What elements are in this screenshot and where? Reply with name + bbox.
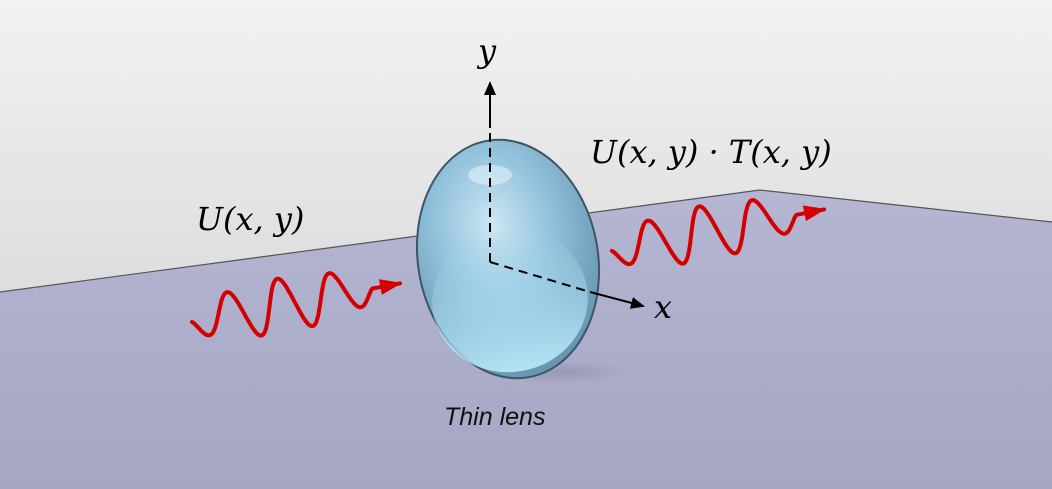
- y-axis-label: y: [476, 32, 497, 70]
- input-wave-arrow: [190, 271, 402, 338]
- output-wave-arrow: [610, 198, 826, 267]
- x-axis-label: x: [654, 288, 672, 326]
- output-field-label: U(x, y) · T(x, y): [590, 133, 832, 171]
- lens-caption: Thin lens: [444, 403, 545, 431]
- input-field-label: U(x, y): [196, 200, 304, 238]
- x-axis-arrow: [589, 291, 645, 309]
- lens-icon: [415, 138, 601, 380]
- floor-horizon-line: [0, 189, 1052, 293]
- x-axis-dashed: [489, 261, 591, 293]
- coordinate-axes: [484, 81, 645, 309]
